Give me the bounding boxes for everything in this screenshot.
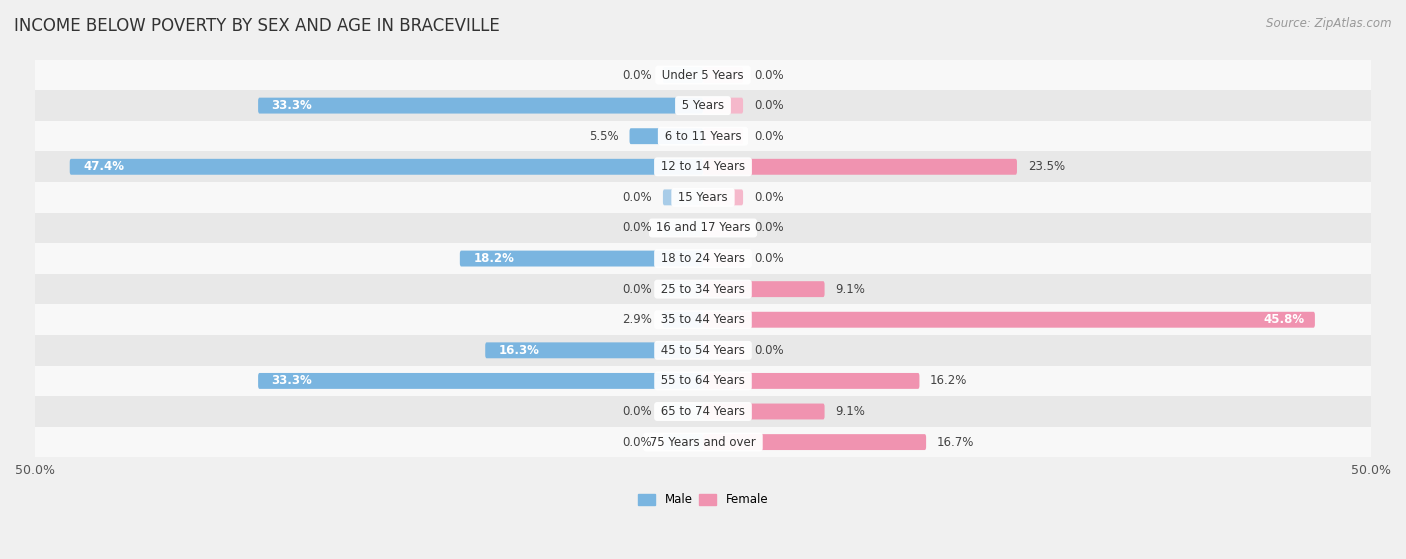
FancyBboxPatch shape	[703, 190, 744, 205]
Text: 16.2%: 16.2%	[931, 375, 967, 387]
FancyBboxPatch shape	[460, 250, 703, 267]
Text: 25 to 34 Years: 25 to 34 Years	[657, 283, 749, 296]
FancyBboxPatch shape	[662, 404, 703, 419]
Text: 65 to 74 Years: 65 to 74 Years	[657, 405, 749, 418]
FancyBboxPatch shape	[662, 190, 703, 205]
Text: 33.3%: 33.3%	[271, 99, 312, 112]
Text: 45.8%: 45.8%	[1263, 313, 1305, 326]
Text: 55 to 64 Years: 55 to 64 Years	[657, 375, 749, 387]
Bar	[35, 427, 1371, 457]
Bar	[35, 212, 1371, 243]
Text: 0.0%: 0.0%	[623, 435, 652, 448]
Text: 9.1%: 9.1%	[835, 405, 865, 418]
Bar	[35, 366, 1371, 396]
Text: 0.0%: 0.0%	[623, 283, 652, 296]
Text: 0.0%: 0.0%	[754, 99, 783, 112]
Bar	[35, 121, 1371, 151]
Text: 33.3%: 33.3%	[271, 375, 312, 387]
Bar	[35, 243, 1371, 274]
Bar	[35, 396, 1371, 427]
Text: 0.0%: 0.0%	[754, 344, 783, 357]
Text: 5.5%: 5.5%	[589, 130, 619, 143]
Text: 0.0%: 0.0%	[754, 69, 783, 82]
Text: 0.0%: 0.0%	[754, 130, 783, 143]
Legend: Male, Female: Male, Female	[633, 489, 773, 511]
FancyBboxPatch shape	[703, 159, 1017, 175]
Bar	[35, 305, 1371, 335]
FancyBboxPatch shape	[703, 404, 824, 419]
FancyBboxPatch shape	[485, 342, 703, 358]
FancyBboxPatch shape	[662, 434, 703, 450]
Text: 12 to 14 Years: 12 to 14 Years	[657, 160, 749, 173]
Text: 45 to 54 Years: 45 to 54 Years	[657, 344, 749, 357]
Text: 9.1%: 9.1%	[835, 283, 865, 296]
Text: 5 Years: 5 Years	[678, 99, 728, 112]
Text: Under 5 Years: Under 5 Years	[658, 69, 748, 82]
FancyBboxPatch shape	[703, 220, 744, 236]
Text: 0.0%: 0.0%	[623, 69, 652, 82]
FancyBboxPatch shape	[662, 67, 703, 83]
Bar	[35, 151, 1371, 182]
FancyBboxPatch shape	[703, 128, 744, 144]
FancyBboxPatch shape	[703, 312, 1315, 328]
Text: 18.2%: 18.2%	[474, 252, 515, 265]
FancyBboxPatch shape	[70, 159, 703, 175]
FancyBboxPatch shape	[662, 220, 703, 236]
Bar	[35, 274, 1371, 305]
Text: 75 Years and over: 75 Years and over	[647, 435, 759, 448]
FancyBboxPatch shape	[703, 67, 744, 83]
Text: 16.7%: 16.7%	[936, 435, 974, 448]
FancyBboxPatch shape	[662, 281, 703, 297]
Bar	[35, 335, 1371, 366]
Text: INCOME BELOW POVERTY BY SEX AND AGE IN BRACEVILLE: INCOME BELOW POVERTY BY SEX AND AGE IN B…	[14, 17, 499, 35]
Text: 15 Years: 15 Years	[675, 191, 731, 204]
Text: 16 and 17 Years: 16 and 17 Years	[652, 221, 754, 234]
Text: 18 to 24 Years: 18 to 24 Years	[657, 252, 749, 265]
FancyBboxPatch shape	[662, 312, 703, 328]
FancyBboxPatch shape	[703, 250, 744, 267]
FancyBboxPatch shape	[703, 434, 927, 450]
Text: 0.0%: 0.0%	[754, 252, 783, 265]
FancyBboxPatch shape	[259, 98, 703, 113]
Text: 0.0%: 0.0%	[623, 221, 652, 234]
FancyBboxPatch shape	[703, 98, 744, 113]
FancyBboxPatch shape	[703, 342, 744, 358]
Text: 16.3%: 16.3%	[499, 344, 540, 357]
Bar	[35, 182, 1371, 212]
Text: 47.4%: 47.4%	[83, 160, 124, 173]
FancyBboxPatch shape	[703, 373, 920, 389]
FancyBboxPatch shape	[703, 281, 824, 297]
Text: 35 to 44 Years: 35 to 44 Years	[657, 313, 749, 326]
Text: Source: ZipAtlas.com: Source: ZipAtlas.com	[1267, 17, 1392, 30]
Bar	[35, 60, 1371, 91]
Text: 0.0%: 0.0%	[623, 405, 652, 418]
Text: 23.5%: 23.5%	[1028, 160, 1064, 173]
Text: 6 to 11 Years: 6 to 11 Years	[661, 130, 745, 143]
Bar	[35, 91, 1371, 121]
Text: 2.9%: 2.9%	[623, 313, 652, 326]
Text: 0.0%: 0.0%	[754, 191, 783, 204]
Text: 0.0%: 0.0%	[754, 221, 783, 234]
Text: 0.0%: 0.0%	[623, 191, 652, 204]
FancyBboxPatch shape	[630, 128, 703, 144]
FancyBboxPatch shape	[259, 373, 703, 389]
